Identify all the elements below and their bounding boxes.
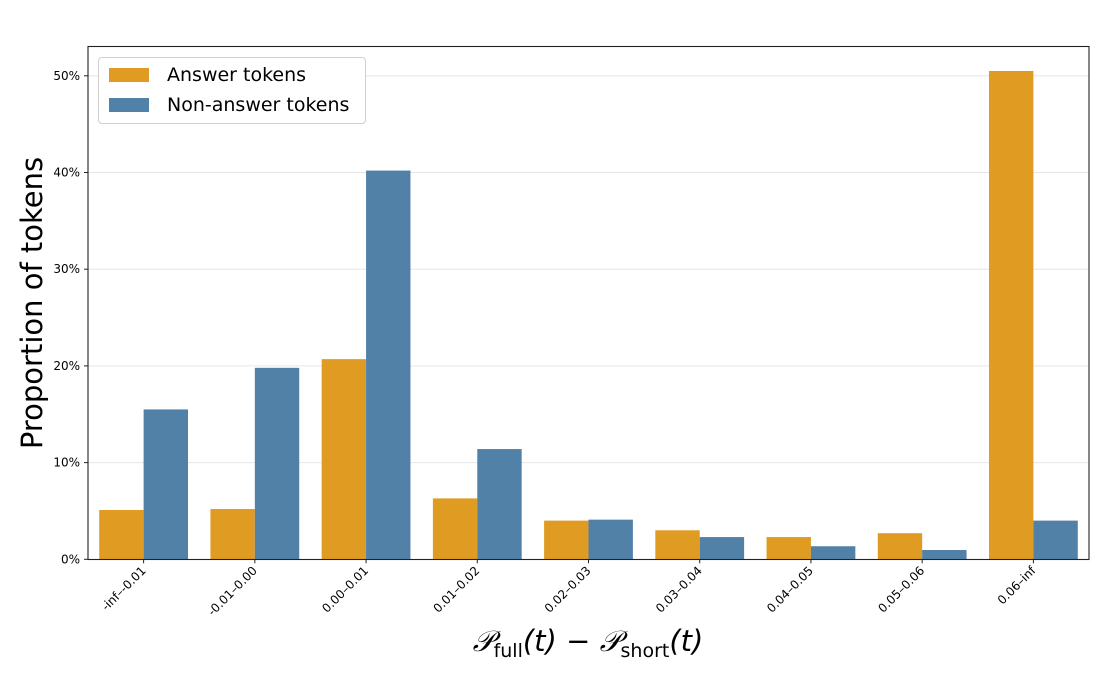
bar-answer <box>544 520 589 560</box>
bar-non-answer <box>366 170 411 560</box>
x-label-calligraphic-p: 𝒫 <box>472 624 494 658</box>
x-tick-label: 0.01–0.02 <box>430 564 482 616</box>
x-label-sub-full: full <box>493 640 523 662</box>
x-tick-label: 0.06–inf <box>995 563 1039 607</box>
x-label-middle: (t) − <box>522 624 600 658</box>
x-tick-label: 0.04–0.05 <box>764 564 816 616</box>
bar-answer <box>432 498 478 560</box>
bar-answer <box>210 509 255 560</box>
legend-swatch-non-answer <box>109 98 149 112</box>
x-label-calligraphic-p: 𝒫 <box>599 624 621 658</box>
bar-non-answer <box>254 367 300 560</box>
bar-non-answer <box>1033 520 1078 560</box>
x-tick-label: -inf–-0.01 <box>99 564 149 614</box>
x-tick-label: 0.03–0.04 <box>653 564 705 616</box>
x-label-end: (t) <box>669 624 704 658</box>
bar-answer <box>655 530 700 560</box>
legend-swatch-answer <box>109 68 149 82</box>
legend-label-answer: Answer tokens <box>167 64 307 86</box>
x-axis-ticks: -inf–-0.01 -0.01–0.00 0.00–0.01 0.01–0.02 0.… <box>99 559 1039 619</box>
legend-item-answer: Answer tokens <box>109 64 306 86</box>
x-tick-label: 0.05–0.06 <box>875 564 927 616</box>
y-tick-label: 40% <box>53 166 80 180</box>
bar-answer <box>877 533 923 560</box>
y-tick-label: 0% <box>61 552 80 566</box>
gridlines <box>88 75 1089 464</box>
bar-answer <box>321 359 367 560</box>
y-tick-label: 20% <box>53 359 80 373</box>
x-label-sub-short: short <box>620 640 670 662</box>
bar-answer <box>766 537 811 560</box>
y-tick-label: 50% <box>53 69 80 83</box>
x-axis-label: 𝒫full(t) − 𝒫short(t) <box>473 624 704 662</box>
bar-non-answer <box>143 409 189 560</box>
y-tick-label: 30% <box>53 262 80 276</box>
y-tick-label: 10% <box>53 456 80 470</box>
bar-answer <box>99 509 144 560</box>
legend-item-non-answer: Non-answer tokens <box>109 94 349 116</box>
y-axis-label: Proportion of tokens <box>15 156 49 450</box>
bars <box>99 70 1078 560</box>
y-axis-ticks: 0% 10% 20% 30% 40% 50% <box>53 69 88 566</box>
legend-label-non-answer: Non-answer tokens <box>167 94 350 116</box>
bar-non-answer <box>477 449 522 560</box>
x-tick-label: -0.01–0.00 <box>205 564 260 619</box>
x-tick-label: 0.02–0.03 <box>542 564 594 616</box>
bar-answer <box>988 70 1034 560</box>
x-tick-label: 0.00–0.01 <box>319 564 371 616</box>
bar-non-answer <box>699 537 745 560</box>
legend: Answer tokens Non-answer tokens <box>98 57 366 124</box>
bar-non-answer <box>810 546 856 560</box>
bar-non-answer <box>588 519 633 560</box>
bar-non-answer <box>922 550 967 560</box>
